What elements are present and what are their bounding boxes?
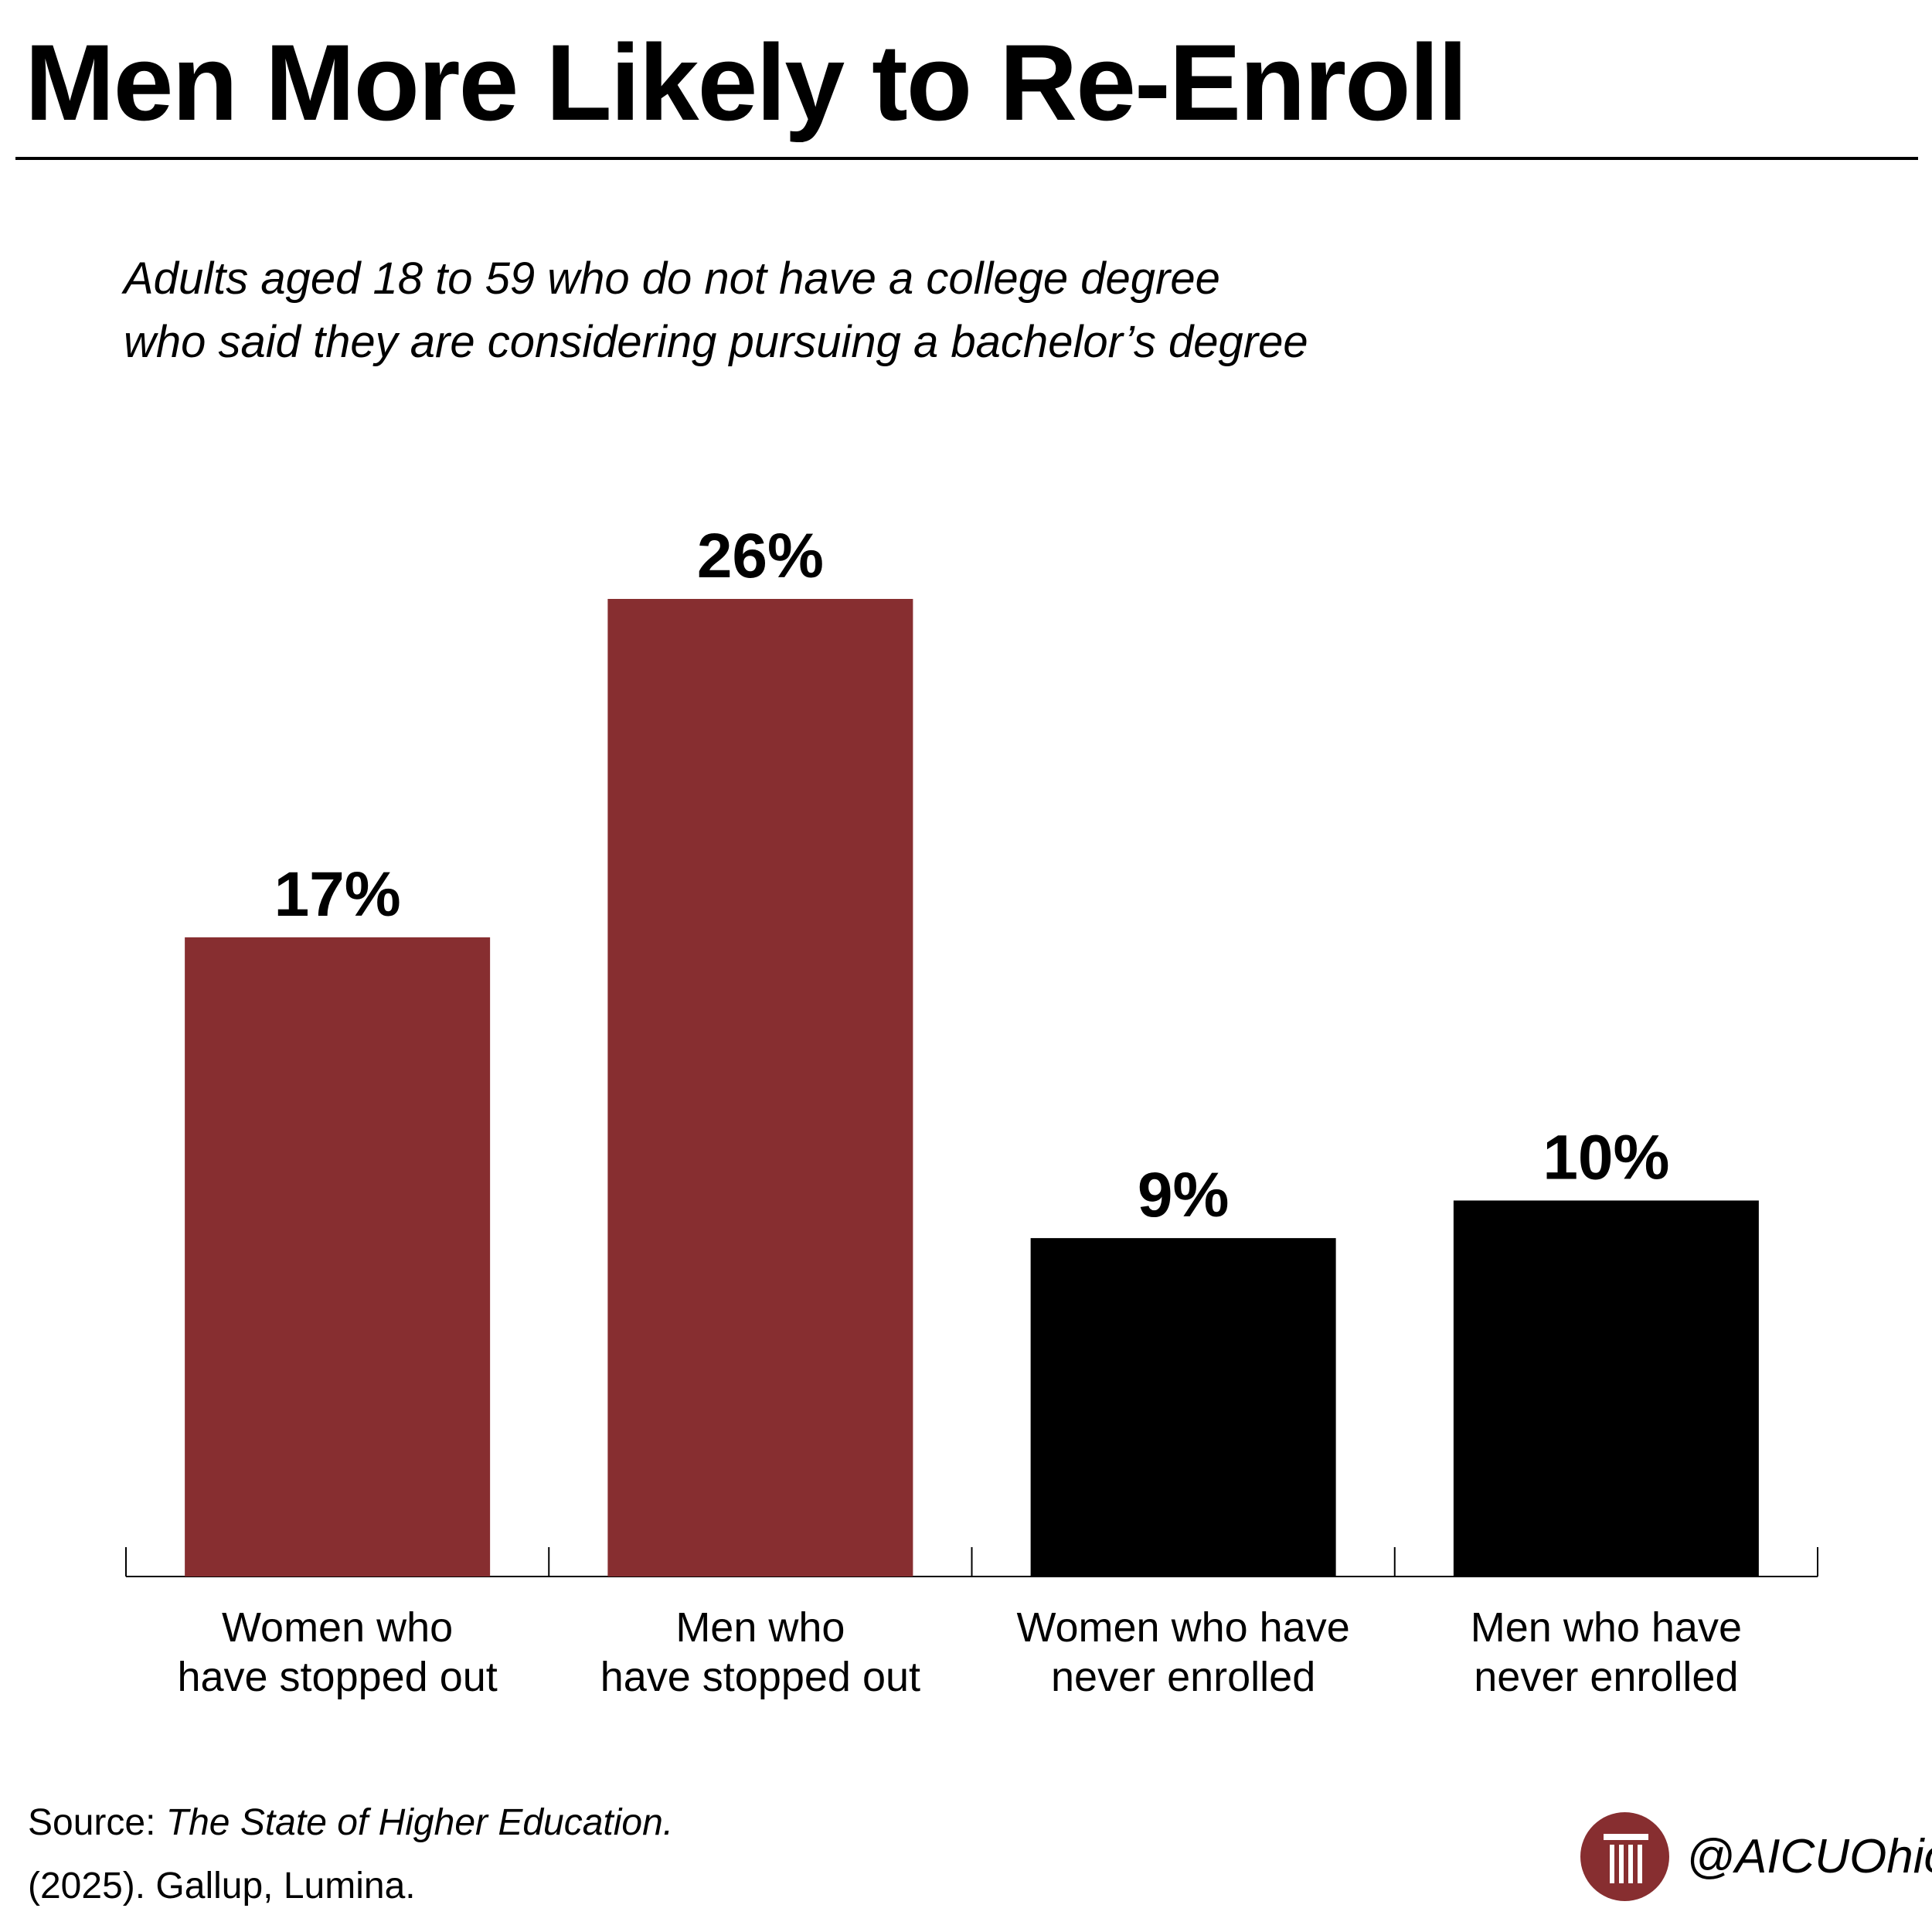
column-logo-icon [1580, 1812, 1669, 1901]
source-publication: The State of Higher Education. [165, 1802, 674, 1843]
category-label: Women who [222, 1604, 453, 1651]
category-label: Men who [675, 1604, 845, 1651]
bar-value-label: 10% [1543, 1122, 1669, 1192]
category-label: Men who have [1471, 1604, 1742, 1651]
subtitle-line-1: Adults aged 18 to 59 who do not have a c… [124, 253, 1220, 304]
title-divider [15, 157, 1918, 160]
category-label: Women who have [1017, 1604, 1350, 1651]
subtitle-line-2: who said they are considering pursuing a… [124, 317, 1308, 367]
bar [607, 599, 913, 1577]
category-label: have stopped out [600, 1654, 920, 1700]
chart-title: Men More Likely to Re-Enroll [25, 22, 1468, 143]
source-line-2: (2025). Gallup, Lumina. [28, 1866, 416, 1906]
category-label: never enrolled [1474, 1654, 1738, 1700]
source-note: Source: The State of Higher Education. (… [28, 1791, 673, 1918]
bar [185, 937, 491, 1577]
category-label: have stopped out [177, 1654, 497, 1700]
source-prefix: Source: [28, 1802, 166, 1843]
bar-value-label: 26% [697, 521, 824, 591]
category-label: never enrolled [1051, 1654, 1315, 1700]
brand-block: @AICUOhio [1580, 1812, 1932, 1901]
bar-value-label: 17% [274, 859, 401, 930]
brand-handle: @AICUOhio [1686, 1830, 1932, 1883]
bar [1030, 1238, 1336, 1577]
source-line-1: Source: The State of Higher Education. [28, 1791, 673, 1855]
bar [1453, 1200, 1759, 1577]
bar-value-label: 9% [1138, 1160, 1230, 1230]
chart-subtitle: Adults aged 18 to 59 who do not have a c… [124, 247, 1308, 374]
